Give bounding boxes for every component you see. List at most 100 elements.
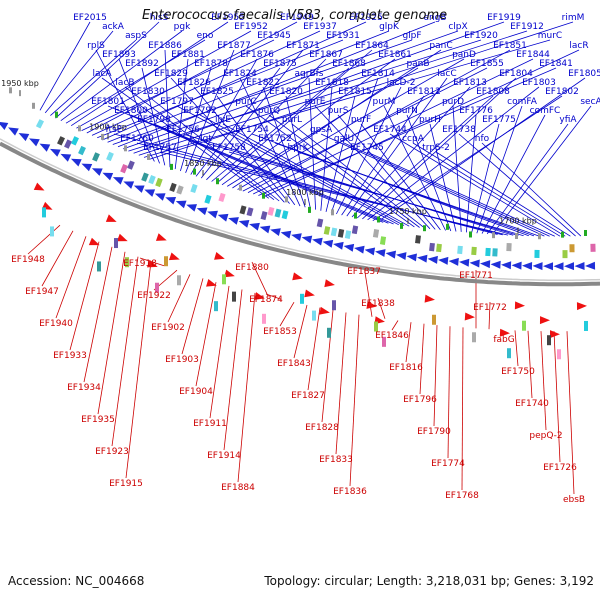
gene-label[interactable]: EF1754 bbox=[235, 125, 269, 135]
gene-label[interactable]: EF1826 bbox=[177, 78, 211, 88]
gene-label[interactable]: hprK bbox=[287, 143, 309, 153]
gene-label[interactable]: pgk bbox=[174, 22, 191, 32]
gene-label[interactable]: EF1855 bbox=[470, 59, 504, 69]
gene-label[interactable]: EF1955 bbox=[211, 13, 245, 23]
gene-label[interactable]: EF1861 bbox=[378, 50, 412, 60]
gene-label[interactable]: EF1776 bbox=[459, 106, 493, 116]
gene-label[interactable]: EF1844 bbox=[516, 50, 550, 60]
gene-label[interactable]: EF1934 bbox=[67, 383, 101, 393]
gene-label[interactable]: murC bbox=[538, 31, 562, 41]
gene-label[interactable]: EF1790 bbox=[417, 427, 451, 437]
gene-label[interactable]: purN bbox=[396, 106, 418, 116]
gene-label[interactable]: EF1931 bbox=[326, 31, 360, 41]
gene-label[interactable]: EF1820 bbox=[269, 87, 303, 97]
gene-label[interactable]: fabG bbox=[493, 335, 514, 345]
gene-label[interactable]: EF1757 bbox=[143, 143, 177, 153]
gene-label[interactable]: EF1912 bbox=[510, 22, 544, 32]
gene-label[interactable]: EF1827 bbox=[291, 391, 325, 401]
gene-label[interactable]: EF1867 bbox=[309, 50, 343, 60]
gene-label[interactable]: ebsB bbox=[563, 495, 585, 505]
gene-label[interactable]: EF2015 bbox=[73, 13, 107, 23]
gene-label[interactable]: EF1919 bbox=[487, 13, 521, 23]
gene-label[interactable]: clpX bbox=[448, 22, 467, 32]
gene-label[interactable]: pepQ-2 bbox=[529, 431, 562, 441]
gene-label[interactable]: panB bbox=[406, 59, 429, 69]
gene-label[interactable]: rplS bbox=[87, 41, 105, 51]
gene-label[interactable]: EF1814 bbox=[361, 69, 395, 79]
gene-label[interactable]: EF1798 bbox=[137, 115, 171, 125]
gene-label[interactable]: purC bbox=[235, 97, 256, 107]
gene-label[interactable]: hisS bbox=[150, 13, 169, 23]
gene-label[interactable]: EF1824 bbox=[223, 69, 257, 79]
gene-label[interactable]: EF1904 bbox=[179, 387, 213, 397]
gene-label[interactable]: ftsE bbox=[106, 125, 123, 135]
gene-label[interactable]: EF1948 bbox=[11, 255, 45, 265]
gene-label[interactable]: EF1868 bbox=[332, 59, 366, 69]
gene-label[interactable]: EF1902 bbox=[151, 323, 185, 333]
gene-label[interactable]: EF1878 bbox=[194, 59, 228, 69]
gene-label[interactable]: EF1816 bbox=[389, 363, 423, 373]
gene-label[interactable]: EF1851 bbox=[493, 41, 527, 51]
gene-label[interactable]: engB bbox=[423, 13, 446, 23]
gene-label[interactable]: EF1772 bbox=[473, 303, 507, 313]
gene-label[interactable]: rimM bbox=[562, 13, 585, 23]
gene-label[interactable]: EF1881 bbox=[171, 50, 205, 60]
gene-label[interactable]: EF1935 bbox=[81, 415, 115, 425]
gene-label[interactable]: EF1825 bbox=[200, 87, 234, 97]
gene-label[interactable]: EF1884 bbox=[221, 483, 255, 493]
gene-label[interactable]: EF1911 bbox=[193, 419, 227, 429]
forward-gene-labels[interactable]: EF2015ackAaspShisSpgkenoEF1955EF1952EF19… bbox=[73, 13, 600, 153]
gene-label[interactable]: purH bbox=[419, 115, 441, 125]
gene-label[interactable]: EF1738 bbox=[442, 125, 476, 135]
gene-label[interactable]: ccpA bbox=[402, 134, 425, 144]
gene-label[interactable]: EF1803 bbox=[522, 78, 556, 88]
gene-label[interactable]: EF1744 bbox=[373, 125, 407, 135]
gene-label[interactable]: EF1949 bbox=[280, 13, 314, 23]
gene-label[interactable]: comFA bbox=[507, 97, 538, 107]
gene-label[interactable]: EF1796 bbox=[403, 395, 437, 405]
gene-label[interactable]: gpsA bbox=[310, 125, 333, 135]
gene-label[interactable]: EF1922 bbox=[137, 291, 171, 301]
gene-label[interactable]: purE bbox=[305, 97, 326, 107]
gene-label[interactable]: EF1812 bbox=[407, 87, 441, 97]
gene-label[interactable]: EF1923 bbox=[95, 447, 129, 457]
gene-label[interactable]: EF1768 bbox=[445, 491, 479, 501]
gene-label[interactable]: EF1846 bbox=[375, 331, 409, 341]
gene-label[interactable]: agrBfs bbox=[295, 69, 324, 79]
gene-label[interactable]: EF1853 bbox=[263, 327, 297, 337]
gene-label[interactable]: yfiA bbox=[559, 115, 577, 125]
gene-label[interactable]: EF1756 bbox=[166, 125, 200, 135]
gene-label[interactable]: comFC bbox=[530, 106, 561, 116]
gene-label[interactable]: EF1774 bbox=[431, 459, 465, 469]
gene-label[interactable]: EF1752 bbox=[258, 134, 292, 144]
gene-label[interactable]: purM bbox=[373, 97, 396, 107]
gene-label[interactable]: secA bbox=[580, 97, 600, 107]
gene-label[interactable]: EF1874 bbox=[249, 295, 283, 305]
gene-label[interactable]: purL bbox=[282, 115, 302, 125]
gene-label[interactable]: EF1771 bbox=[459, 271, 493, 281]
gene-label[interactable]: EF1801 bbox=[91, 97, 125, 107]
gene-label[interactable]: EF1836 bbox=[333, 487, 367, 497]
gene-label[interactable]: EF1813 bbox=[453, 78, 487, 88]
gene-label[interactable]: EF1808 bbox=[476, 87, 510, 97]
gene-label[interactable]: EF1815 bbox=[338, 87, 372, 97]
gene-label[interactable]: EF1875 bbox=[263, 59, 297, 69]
gene-label[interactable]: purD bbox=[442, 97, 464, 107]
gene-label[interactable]: EF1914 bbox=[207, 451, 241, 461]
gene-label[interactable]: trpS-2 bbox=[422, 143, 450, 153]
gene-label[interactable]: lacR bbox=[569, 41, 588, 51]
gene-label[interactable]: EF1830 bbox=[131, 87, 165, 97]
gene-label[interactable]: EF1797 bbox=[160, 97, 194, 107]
gene-label[interactable]: EF1758 bbox=[212, 143, 246, 153]
gene-label[interactable]: EF1805 bbox=[568, 69, 600, 79]
gene-label[interactable]: EF1833 bbox=[319, 455, 353, 465]
gene-label[interactable]: EF1750 bbox=[501, 367, 535, 377]
gene-label[interactable]: EF1947 bbox=[25, 287, 59, 297]
gene-label[interactable]: EF1945 bbox=[257, 31, 291, 41]
gene-label[interactable]: purF bbox=[351, 115, 371, 125]
gene-label[interactable]: lgt bbox=[200, 134, 212, 144]
gene-label[interactable]: panD bbox=[452, 50, 476, 60]
gene-label[interactable]: EF1838 bbox=[361, 299, 395, 309]
gene-label[interactable]: EF1760 bbox=[120, 134, 154, 144]
gene-label[interactable]: EF1829 bbox=[154, 69, 188, 79]
